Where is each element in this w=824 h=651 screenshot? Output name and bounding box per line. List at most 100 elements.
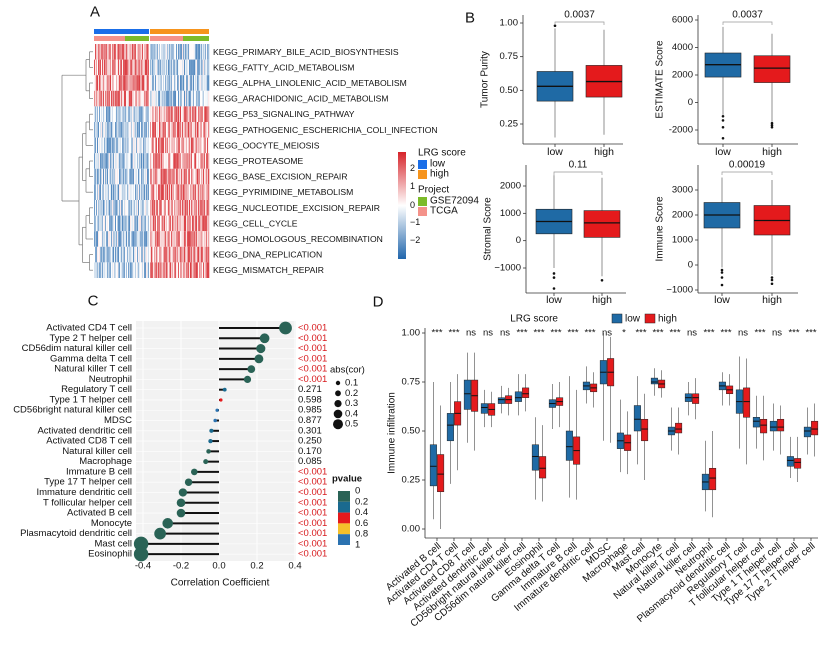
heatmap-cell — [116, 90, 118, 107]
heatmap-cell — [176, 59, 178, 76]
heatmap-cell — [164, 262, 166, 278]
box-high — [692, 393, 700, 404]
heatmap-cell — [101, 59, 103, 76]
heatmap-cell — [171, 200, 173, 216]
heatmap-cell — [176, 106, 178, 122]
heatmap-cell — [186, 153, 188, 169]
heatmap-cell — [135, 59, 137, 76]
heatmap-cell — [151, 168, 153, 185]
heatmap-cell — [202, 106, 204, 122]
heatmap-cell — [111, 168, 113, 185]
cell-type-label: Type 1 T helper cell — [49, 394, 132, 405]
significance-label: *** — [635, 328, 646, 339]
heatmap-cell — [153, 137, 155, 154]
heatmap-cell — [128, 137, 130, 154]
heatmap-cell — [103, 215, 105, 232]
heatmap-cell — [189, 246, 191, 263]
heatmap-cell — [131, 231, 133, 247]
heatmap-cell — [108, 246, 110, 263]
heatmap-cell — [170, 246, 172, 263]
heatmap-cell — [190, 246, 192, 263]
heatmap-cell — [158, 215, 160, 232]
p-value-label: <0.001 — [298, 528, 327, 539]
heatmap-cell — [148, 90, 150, 107]
heatmap-cell — [102, 122, 104, 138]
heatmap-cell — [140, 262, 142, 278]
heatmap-cell — [156, 215, 158, 232]
heatmap-cell — [106, 59, 108, 76]
heatmap-cell — [94, 137, 96, 154]
heatmap-cell — [129, 153, 131, 169]
heatmap-cell — [150, 75, 152, 91]
heatmap-cell — [99, 75, 101, 91]
heatmap-cell — [104, 153, 106, 169]
heatmap-cell — [133, 215, 135, 232]
heatmap-cell — [150, 44, 152, 60]
heatmap-cell — [143, 262, 145, 278]
heatmap-cell — [181, 137, 183, 154]
heatmap-cell — [134, 137, 136, 154]
heatmap-cell — [122, 59, 124, 76]
heatmap-cell — [196, 137, 198, 154]
heatmap-cell — [195, 44, 197, 60]
heatmap-cell — [174, 122, 176, 138]
heatmap-cell — [151, 215, 153, 232]
heatmap-cell — [203, 200, 205, 216]
heatmap-cell — [203, 137, 205, 154]
heatmap-cell — [103, 90, 105, 107]
heatmap-cell — [207, 153, 209, 169]
heatmap-cell — [129, 215, 131, 232]
heatmap-cell — [159, 153, 161, 169]
heatmap-cell — [204, 44, 206, 60]
heatmap-cell — [170, 200, 172, 216]
cell-type-label: Activated CD8 T cell — [46, 436, 132, 447]
heatmap-cell — [107, 106, 109, 122]
heatmap-cell — [157, 106, 159, 122]
heatmap-cell — [196, 59, 198, 76]
size-legend-dot — [333, 409, 343, 419]
heatmap-cell — [140, 246, 142, 263]
heatmap-cell — [103, 137, 105, 154]
heatmap-cell — [100, 59, 102, 76]
heatmap-cell — [101, 215, 103, 232]
heatmap-cell — [180, 215, 182, 232]
heatmap-cell — [118, 168, 120, 185]
heatmap-cell — [112, 200, 114, 216]
heatmap-cell — [107, 231, 109, 247]
heatmap-cell — [193, 90, 195, 107]
heatmap-cell — [106, 153, 108, 169]
heatmap-cell — [183, 106, 185, 122]
heatmap-cell — [140, 200, 142, 216]
heatmap-cell — [177, 153, 179, 169]
heatmap-cell — [134, 168, 136, 185]
heatmap-cell — [193, 59, 195, 76]
heatmap-cell — [102, 215, 104, 232]
heatmap-cell — [177, 168, 179, 185]
heatmap-cell — [134, 44, 136, 60]
heatmap-cell — [182, 262, 184, 278]
heatmap-cell — [100, 231, 102, 247]
heatmap-cell — [147, 122, 149, 138]
heatmap-cell — [102, 262, 104, 278]
heatmap-cell — [203, 59, 205, 76]
heatmap-cell — [138, 122, 140, 138]
outlier-point — [552, 272, 556, 275]
heatmap-cell — [168, 246, 170, 263]
heatmap-cell — [133, 122, 135, 138]
x-tick-label: high — [592, 294, 612, 306]
heatmap-cell — [111, 246, 113, 263]
y-axis-label: Stromal Score — [483, 197, 494, 261]
heatmap-cell — [166, 137, 168, 154]
heatmap-cell — [172, 122, 174, 138]
heatmap-cell — [145, 106, 147, 122]
group-separator — [149, 29, 151, 279]
heatmap-cell — [152, 262, 154, 278]
heatmap-cell — [95, 184, 97, 200]
heatmap-cell — [121, 215, 123, 232]
p-value-label: <0.001 — [298, 323, 327, 334]
heatmap-cell — [188, 90, 190, 107]
heatmap-cell — [142, 168, 144, 185]
heatmap-cell — [167, 215, 169, 232]
heatmap-cell — [165, 153, 167, 169]
significance-label: *** — [431, 328, 442, 339]
